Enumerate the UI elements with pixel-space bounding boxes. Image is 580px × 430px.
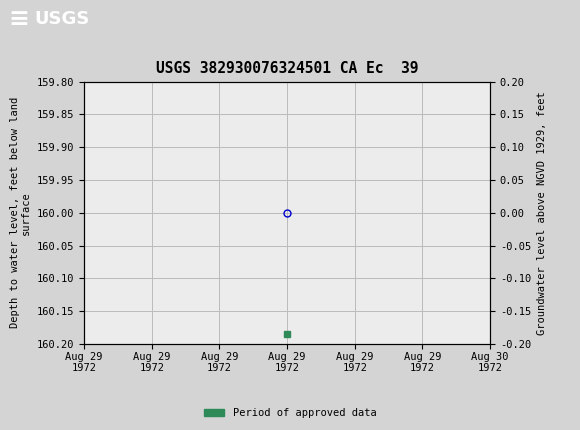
Text: USGS: USGS — [35, 10, 90, 28]
Text: ≡: ≡ — [9, 7, 30, 31]
Y-axis label: Groundwater level above NGVD 1929, feet: Groundwater level above NGVD 1929, feet — [536, 91, 546, 335]
Y-axis label: Depth to water level, feet below land
surface: Depth to water level, feet below land su… — [10, 97, 31, 329]
Title: USGS 382930076324501 CA Ec  39: USGS 382930076324501 CA Ec 39 — [156, 61, 418, 77]
Legend: Period of approved data: Period of approved data — [200, 404, 380, 423]
